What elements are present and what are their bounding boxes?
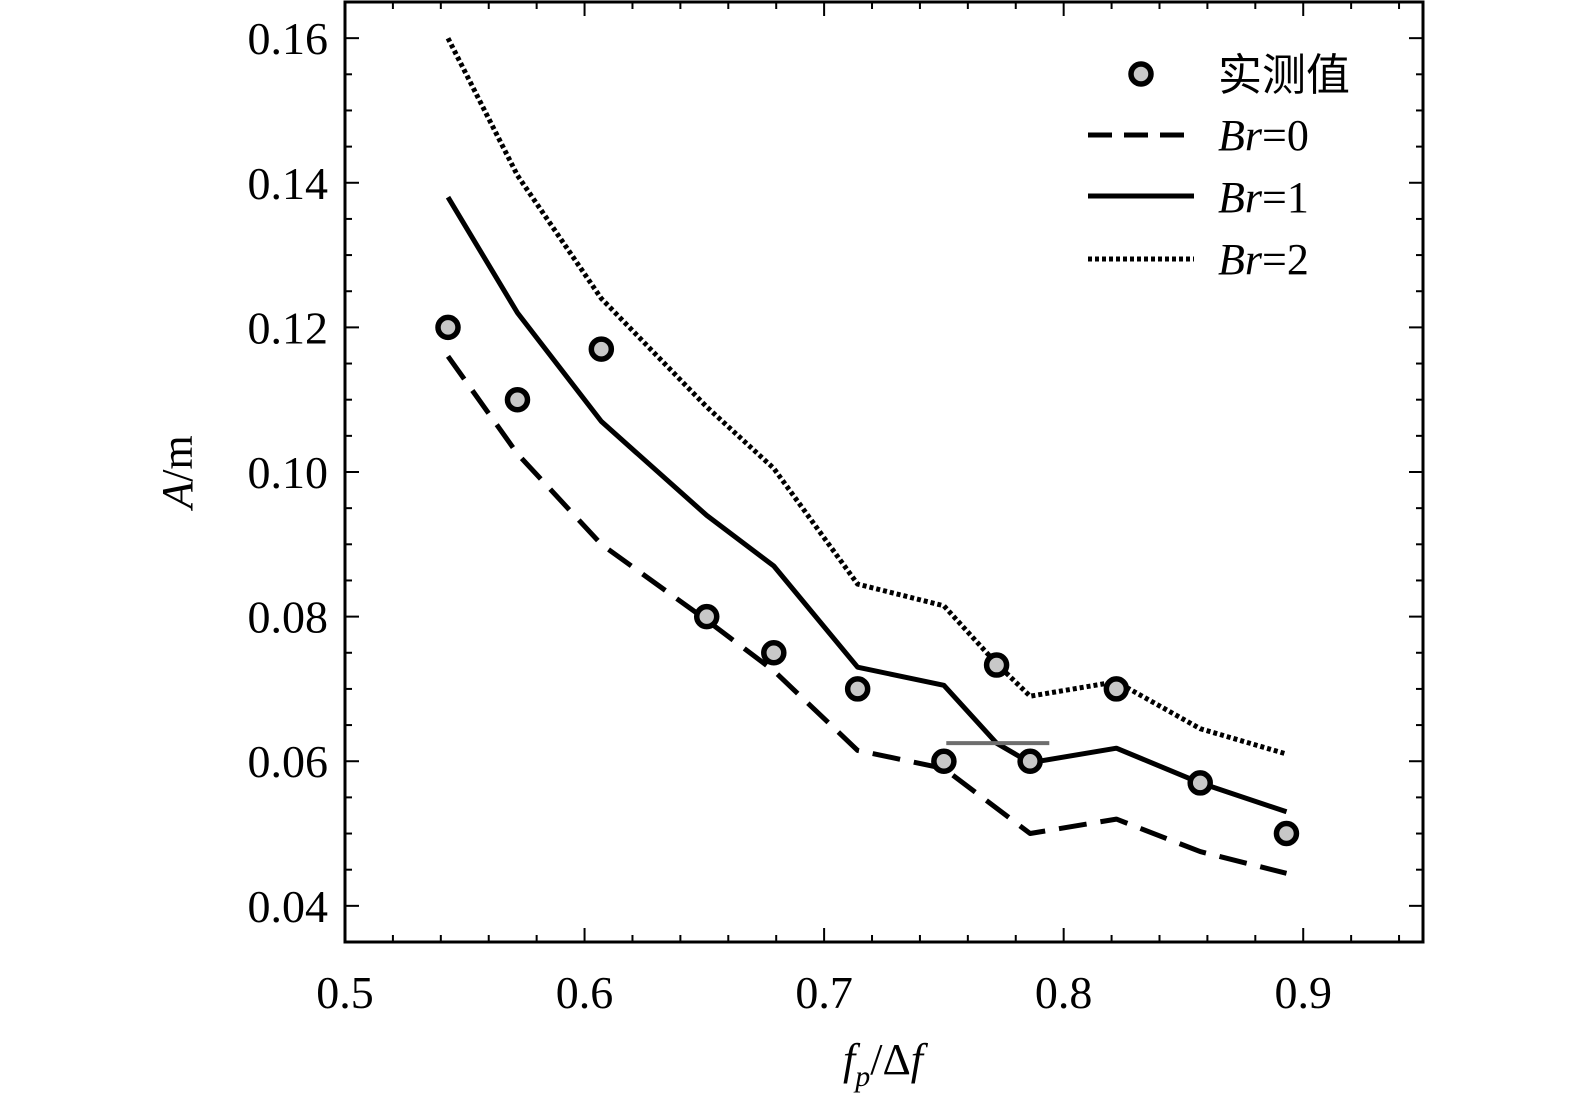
y-tick-label: 0.12 xyxy=(248,302,329,353)
measured-point xyxy=(435,314,461,341)
markers-layer xyxy=(435,314,1300,847)
measured-point xyxy=(844,676,871,702)
measured-point xyxy=(1273,820,1300,847)
measured-point xyxy=(504,386,531,413)
measured-point xyxy=(1187,770,1213,796)
legend-label-measured: 实测值 xyxy=(1218,50,1350,101)
measured-point xyxy=(1103,676,1130,702)
x-tick-label: 0.8 xyxy=(1035,967,1093,1018)
legend-label-br1: Br=1 xyxy=(1218,173,1309,222)
x-tick-label: 0.5 xyxy=(316,967,374,1018)
tick-labels: 0.5 0.6 0.7 0.8 0.9 0.04 0.06 0.08 0.10 0.12 0.14 0… xyxy=(248,13,1332,1018)
series-line-dashed xyxy=(445,354,1288,876)
measured-point xyxy=(693,603,720,630)
legend-marker-measured xyxy=(1128,61,1154,87)
series-line-solid xyxy=(445,195,1288,815)
y-tick-label: 0.04 xyxy=(248,881,329,932)
y-tick-label: 0.10 xyxy=(248,447,329,498)
y-axis-label: A/m xyxy=(153,435,202,511)
ticks xyxy=(344,0,1423,943)
y-tick-label: 0.08 xyxy=(248,592,329,643)
x-tick-label: 0.7 xyxy=(795,967,853,1018)
series-layer xyxy=(445,37,1288,876)
series-line-dotted xyxy=(445,37,1288,757)
x-tick-label: 0.6 xyxy=(556,967,614,1018)
legend: 实测值 Br=0 Br=1 Br=2 xyxy=(1088,50,1350,284)
y-tick-label: 0.16 xyxy=(248,13,329,64)
legend-label-br2: Br=2 xyxy=(1218,235,1309,284)
y-tick-label: 0.14 xyxy=(248,158,329,209)
measured-point xyxy=(588,336,615,362)
measured-point xyxy=(1017,748,1043,774)
y-tick-label: 0.06 xyxy=(248,736,329,787)
x-tick-label: 0.9 xyxy=(1274,967,1332,1018)
measured-point xyxy=(983,652,1010,678)
x-axis-label: fp/Δf xyxy=(843,1035,929,1093)
measured-point xyxy=(931,748,957,774)
legend-label-br0: Br=0 xyxy=(1218,111,1309,160)
measured-point xyxy=(761,640,787,666)
